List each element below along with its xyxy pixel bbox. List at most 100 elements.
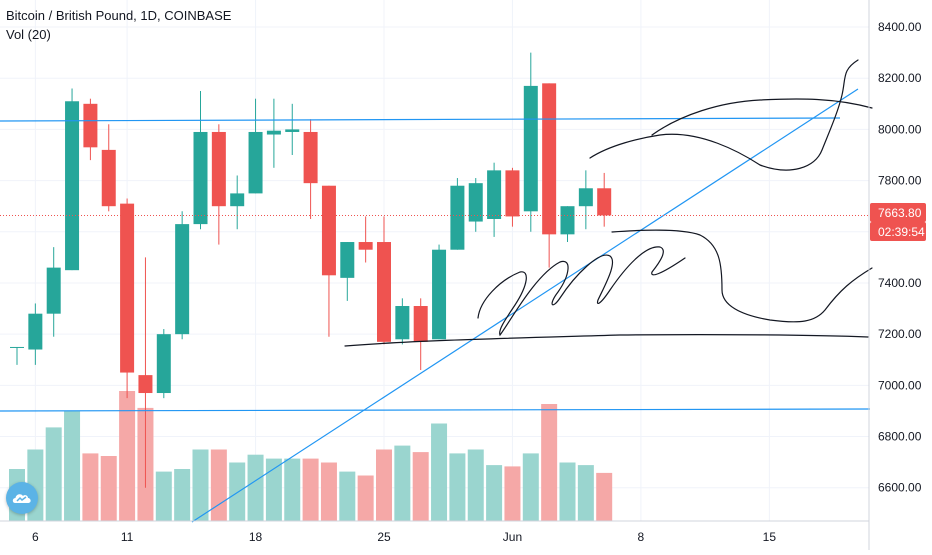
candle-body[interactable] [487,170,502,219]
volume-bar [559,462,576,521]
volume-bar [210,449,227,521]
time-tick-label: 15 [763,530,777,544]
volume-bar [192,449,209,521]
cloud-icon[interactable] [6,482,38,514]
candle-body[interactable] [358,242,373,250]
time-tick-label: 11 [121,530,134,544]
volume-bar [577,465,594,521]
price-tick-label: 6800.00 [878,430,922,444]
chart-legend: Bitcoin / British Pound, 1D, COINBASE Vo… [6,6,231,44]
candle-body[interactable] [120,203,135,373]
time-axis[interactable]: 6 11 18 25 Jun 8 15 [0,520,869,544]
volume-bar [596,472,613,521]
volume-bar [486,465,503,521]
price-axis[interactable]: 8400.008200.008000.007800.007600.007400.… [868,0,922,550]
candle-body[interactable] [10,346,24,348]
volume-bar [449,453,466,521]
candle-body[interactable] [578,188,593,207]
candle-body[interactable] [450,185,465,250]
candle-body[interactable] [101,149,116,207]
candle-body[interactable] [138,375,153,394]
countdown-badge-bg [870,222,926,241]
price-tick-label: 7200.00 [878,327,922,341]
volume-bar [541,404,558,521]
candle-body[interactable] [523,85,538,212]
time-tick-label: 25 [377,530,391,544]
candle-body[interactable] [413,306,428,342]
candle-body[interactable] [175,224,190,335]
volume-bar [82,453,99,521]
time-tick-label: 18 [249,530,263,544]
volume-bar [467,449,484,521]
diagonal-trendline[interactable] [191,88,859,523]
candle-body[interactable] [230,193,245,207]
candle-body[interactable] [340,242,355,278]
volume-bar [357,475,374,521]
time-tick-label: 6 [32,530,39,544]
countdown-badge: 02:39:54 [878,225,925,239]
volume-bar [320,462,337,521]
volume-bar [339,471,356,521]
candle-body[interactable] [597,188,612,216]
volume-bar [64,410,81,521]
trendlines[interactable] [0,88,871,523]
candle-body[interactable] [65,101,80,271]
candle-body[interactable] [468,183,483,222]
price-tick-label: 8000.00 [878,122,922,136]
volume-bar [504,466,521,521]
volume-bar [376,449,392,521]
candle-body[interactable] [303,131,318,184]
freehand-lower-curve[interactable] [611,229,873,323]
horizontal-trendline-lower[interactable] [0,408,871,412]
volume-bar [119,391,136,521]
volume-indicator-label[interactable]: Vol (20) [6,27,51,42]
freehand-drawings[interactable] [344,59,873,347]
candle-body[interactable] [28,313,43,350]
volume-bar [229,462,246,521]
volume-bar [394,445,411,521]
symbol-title[interactable]: Bitcoin / British Pound, 1D, COINBASE [6,8,232,23]
volume-bar [431,423,448,521]
candle-body[interactable] [266,130,281,135]
horizontal-trendline-upper[interactable] [0,117,841,122]
candle-body[interactable] [46,267,61,314]
candle-body[interactable] [321,185,336,276]
price-tick-label: 8200.00 [878,71,922,85]
candle-body[interactable] [560,206,575,235]
volume-bar [247,454,264,521]
volume-bar [45,427,62,521]
volume-bar [265,458,282,521]
last-price-badge-bg [870,203,926,222]
price-tick-label: 7400.00 [878,276,922,290]
volume-bar [174,469,191,521]
candle-body[interactable] [193,131,208,225]
price-badges: 7663.80 02:39:54 [870,203,926,241]
volume-bar [284,458,301,521]
time-tick-label: Jun [503,530,522,544]
volume-bar [100,456,117,521]
candle-body[interactable] [377,242,391,342]
freehand-scribble-wave[interactable] [477,246,686,337]
freehand-support-line[interactable] [344,334,869,347]
candle-body[interactable] [432,249,447,340]
price-tick-label: 6600.00 [878,481,922,495]
candle-body[interactable] [505,170,520,217]
candle-body[interactable] [542,83,557,235]
candle-body[interactable] [211,131,226,207]
time-tick-label: 8 [638,530,645,544]
cloud-icon-glyph [12,494,31,503]
volume-bar [522,453,539,521]
candle-body[interactable] [248,131,263,194]
volume-bar [302,458,319,521]
volume-bar [155,471,172,521]
price-tick-label: 7800.00 [878,174,922,188]
candle-body[interactable] [156,334,171,394]
candle-body[interactable] [285,129,300,132]
freehand-upper-curve[interactable] [589,59,873,171]
candle-body[interactable] [83,103,98,148]
price-tick-label: 7000.00 [878,378,922,392]
candle-body[interactable] [395,306,410,340]
price-tick-label: 8400.00 [878,20,922,34]
